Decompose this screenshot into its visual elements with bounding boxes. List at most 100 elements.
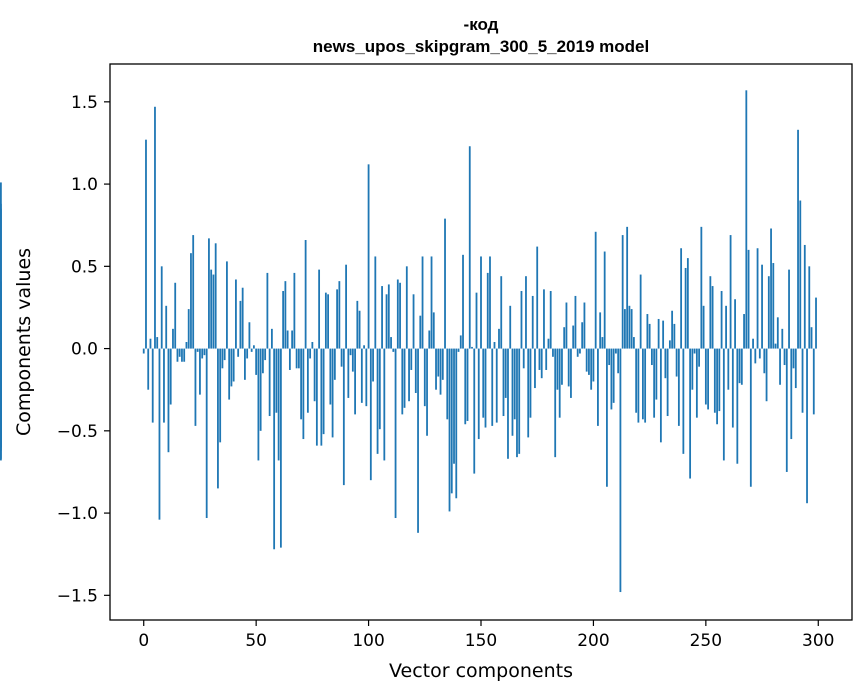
y-tick-label: 0.0 (71, 340, 98, 360)
bar (439, 348, 442, 395)
bar (761, 264, 763, 349)
bar (327, 294, 329, 349)
bar (462, 254, 464, 349)
bar (453, 348, 455, 464)
bar (752, 338, 754, 349)
bar (471, 346, 473, 349)
bar (799, 200, 802, 349)
bar (385, 294, 388, 349)
bar (464, 348, 467, 425)
bar (190, 253, 192, 349)
bar (253, 345, 255, 349)
bar (354, 348, 356, 415)
bar (284, 281, 287, 349)
bar (635, 348, 638, 413)
bar (734, 299, 736, 349)
bar (419, 315, 422, 349)
bar (444, 218, 446, 349)
chart-title-line-2: news_upos_skipgram_300_5_2019 model (313, 37, 649, 56)
bar (264, 348, 267, 361)
bar (203, 348, 206, 356)
bar (392, 348, 395, 352)
bar (756, 248, 759, 349)
x-tick-label: 50 (245, 631, 267, 651)
bar (0, 282, 2, 349)
bar (347, 348, 350, 398)
bar (192, 235, 195, 349)
bar (428, 330, 431, 349)
bar (345, 264, 347, 349)
bar (342, 348, 345, 486)
bar (297, 348, 300, 369)
bar (558, 348, 561, 418)
bar (286, 330, 289, 349)
bar (394, 348, 397, 519)
bar (513, 348, 516, 420)
bar (226, 261, 228, 349)
x-axis-label: Vector components (389, 660, 573, 682)
bar (594, 231, 597, 349)
bar (671, 310, 674, 349)
bar (212, 274, 215, 349)
bar (738, 348, 741, 384)
bar (315, 348, 318, 446)
bar (794, 348, 797, 389)
bar (630, 309, 633, 349)
x-tick-label: 250 (690, 631, 722, 651)
bar (774, 343, 777, 349)
bar (257, 348, 260, 461)
y-axis-label: Components values (13, 248, 35, 436)
bar (381, 286, 383, 349)
bar (684, 267, 687, 349)
bar (677, 348, 680, 426)
bar (727, 348, 730, 390)
bar (785, 348, 788, 472)
bar (432, 312, 435, 349)
bar (217, 348, 219, 489)
bar (650, 348, 653, 366)
bar (655, 348, 658, 400)
bar (468, 146, 471, 349)
bar (412, 294, 415, 349)
bar (509, 305, 512, 349)
bar (502, 348, 505, 417)
bar (156, 337, 159, 349)
bar (722, 348, 725, 461)
bar (783, 348, 786, 366)
bar (320, 348, 323, 446)
bar (711, 286, 714, 349)
bar (588, 348, 590, 375)
bar (806, 348, 808, 504)
bar (599, 312, 602, 349)
bar (491, 348, 494, 426)
bar (713, 348, 716, 413)
bar (372, 348, 374, 382)
bar (151, 348, 154, 423)
bar (239, 300, 242, 349)
bar (572, 325, 575, 349)
bar (646, 314, 649, 349)
bars-group (0, 90, 817, 593)
bar (477, 348, 480, 440)
bar (158, 348, 161, 520)
bar (641, 348, 644, 420)
bar (165, 305, 168, 349)
bar (270, 328, 273, 349)
bar (293, 272, 296, 349)
bar (592, 348, 595, 382)
bar (716, 348, 718, 425)
bar (749, 348, 752, 487)
bar (815, 297, 817, 349)
bar (493, 342, 496, 349)
bar (282, 291, 285, 349)
bar (707, 348, 709, 410)
bar (639, 274, 642, 349)
bar (610, 348, 613, 410)
bar (160, 266, 163, 349)
bar (401, 348, 404, 415)
bar (788, 269, 790, 349)
bar (291, 330, 294, 349)
y-tick-label: −1.0 (57, 504, 98, 524)
bar (554, 348, 557, 458)
